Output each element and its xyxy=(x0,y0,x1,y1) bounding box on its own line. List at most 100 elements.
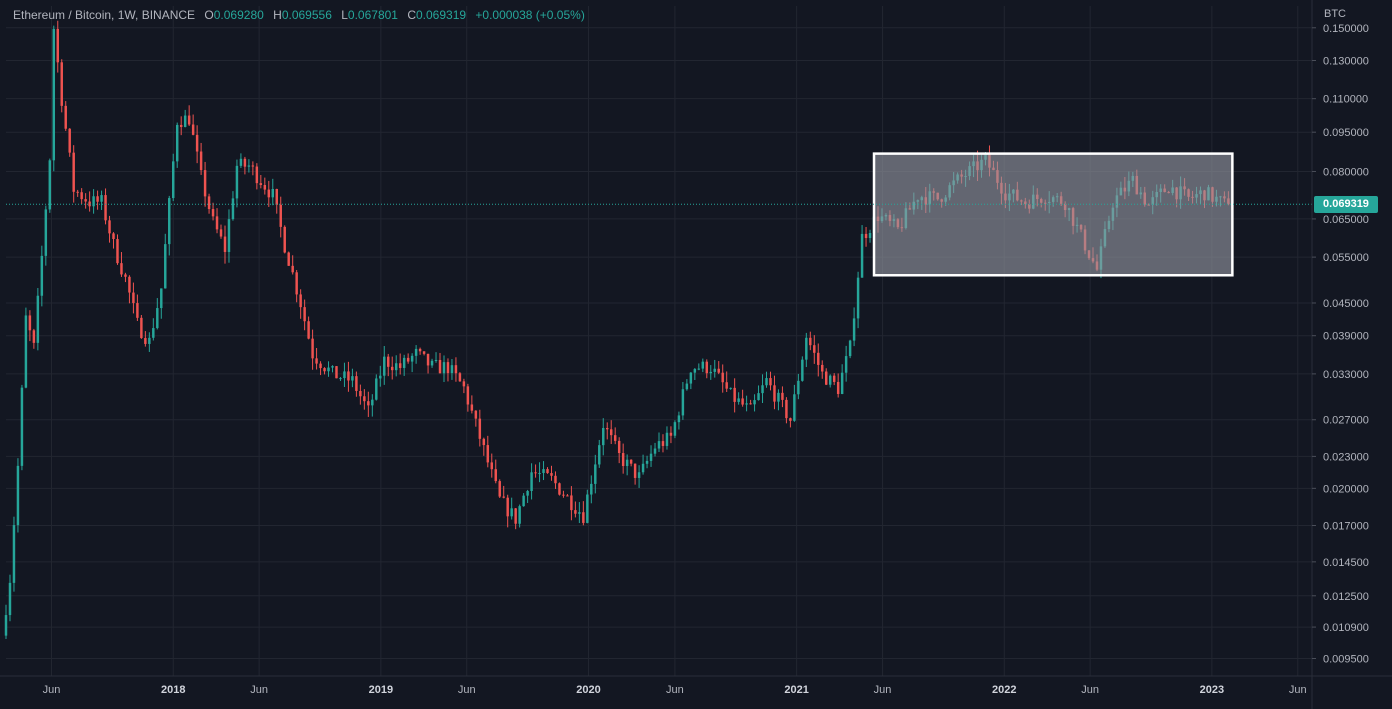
candle-body xyxy=(227,219,231,252)
last-price-badge: 0.069319 xyxy=(1314,195,1378,213)
candle-body xyxy=(363,396,366,402)
candle-body xyxy=(339,378,342,380)
candle-body xyxy=(613,435,617,441)
candle-body xyxy=(836,381,840,394)
candle-body xyxy=(175,124,179,162)
candle-body xyxy=(4,615,8,636)
candle-body xyxy=(633,463,637,478)
x-tick-label: 2021 xyxy=(784,684,808,696)
candle-body xyxy=(108,220,111,234)
candle-body xyxy=(566,495,569,497)
candle-body xyxy=(844,356,848,373)
candle-body xyxy=(677,415,681,423)
candle-body xyxy=(757,393,760,401)
candle-body xyxy=(733,387,736,402)
candle-body xyxy=(251,165,255,167)
candle-body xyxy=(351,376,354,381)
candle-body xyxy=(741,398,744,405)
candle-body xyxy=(148,337,151,344)
candle-body xyxy=(797,380,800,395)
x-tick-label: 2019 xyxy=(369,684,393,696)
candle-body xyxy=(402,357,406,368)
candle-body xyxy=(598,445,601,465)
x-tick-label: 2023 xyxy=(1200,684,1224,696)
candle-body xyxy=(538,473,541,475)
candle-body xyxy=(709,371,712,374)
candle-body xyxy=(522,495,525,507)
candle-body xyxy=(179,124,183,127)
candle-body xyxy=(271,189,275,198)
candle-body xyxy=(817,352,820,365)
candle-body xyxy=(398,363,402,368)
candle-body xyxy=(355,376,358,391)
candle-body xyxy=(701,361,705,369)
close-label: C xyxy=(407,8,416,22)
candle-body xyxy=(331,366,334,368)
candle-body xyxy=(195,134,199,152)
open-value: 0.069280 xyxy=(213,8,264,22)
candle-body xyxy=(717,368,720,373)
candle-body xyxy=(852,318,856,341)
candle-body xyxy=(430,360,434,366)
x-tick-label: Jun xyxy=(458,684,476,696)
candle-body xyxy=(586,494,589,523)
candle-body xyxy=(92,196,95,207)
candle-body xyxy=(574,510,577,514)
candle-body xyxy=(191,124,195,135)
candle-body xyxy=(68,128,71,153)
candle-body xyxy=(426,353,430,366)
candle-body xyxy=(450,365,454,374)
candle-body xyxy=(697,368,701,370)
candle-body xyxy=(116,239,119,264)
candle-body xyxy=(765,378,768,386)
candle-body xyxy=(100,195,103,202)
candle-body xyxy=(307,321,310,339)
time-axis-ticks[interactable]: Jun 2018 Jun 2019 Jun 2020 Jun 2021 Jun 2022 Jun 20… xyxy=(43,684,1307,696)
y-tick-label: 0.033000 xyxy=(1323,369,1369,381)
candle-body xyxy=(211,209,215,217)
candle-body xyxy=(379,375,382,379)
x-tick-label: Jun xyxy=(666,684,684,696)
candle-body xyxy=(832,375,836,382)
candle-body xyxy=(856,277,860,319)
candle-body xyxy=(215,216,219,230)
x-tick-label: Jun xyxy=(1081,684,1099,696)
candle-body xyxy=(60,62,63,106)
y-tick-label: 0.080000 xyxy=(1323,166,1369,178)
candle-body xyxy=(546,469,549,474)
candle-body xyxy=(64,105,67,129)
candle-body xyxy=(868,233,872,239)
candle-body xyxy=(665,432,669,446)
range-rectangle[interactable] xyxy=(872,152,1234,277)
candle-body xyxy=(753,400,756,405)
close-value: 0.069319 xyxy=(416,8,467,22)
y-tick-label: 0.017000 xyxy=(1323,520,1369,532)
candle-body xyxy=(8,582,12,616)
x-tick-label: 2018 xyxy=(161,684,185,696)
candle-body xyxy=(506,497,509,517)
candle-body xyxy=(235,165,239,199)
x-tick-label: 2020 xyxy=(576,684,600,696)
y-tick-label: 0.130000 xyxy=(1323,55,1369,67)
price-axis-ticks[interactable]: 0.150000 0.130000 0.110000 0.095000 0.080000… xyxy=(1312,23,1369,666)
candle-body xyxy=(848,340,852,357)
y-tick-label: 0.010900 xyxy=(1323,622,1369,634)
candle-body xyxy=(438,360,442,374)
candle-body xyxy=(20,387,24,466)
candle-body xyxy=(860,233,864,278)
candle-body xyxy=(713,368,716,372)
candle-body xyxy=(375,378,378,400)
x-tick-label: Jun xyxy=(874,684,892,696)
candle-body xyxy=(446,362,450,374)
candle-body xyxy=(160,288,163,309)
symbol-title: Ethereum / Bitcoin, 1W, BINANCE xyxy=(13,8,196,22)
candle-body xyxy=(625,459,629,467)
candle-body xyxy=(442,362,446,374)
candle-body xyxy=(645,460,649,464)
range-highlight[interactable] xyxy=(872,152,1234,277)
candle-body xyxy=(534,472,537,474)
candle-body xyxy=(327,367,330,372)
candle-body xyxy=(661,441,665,446)
